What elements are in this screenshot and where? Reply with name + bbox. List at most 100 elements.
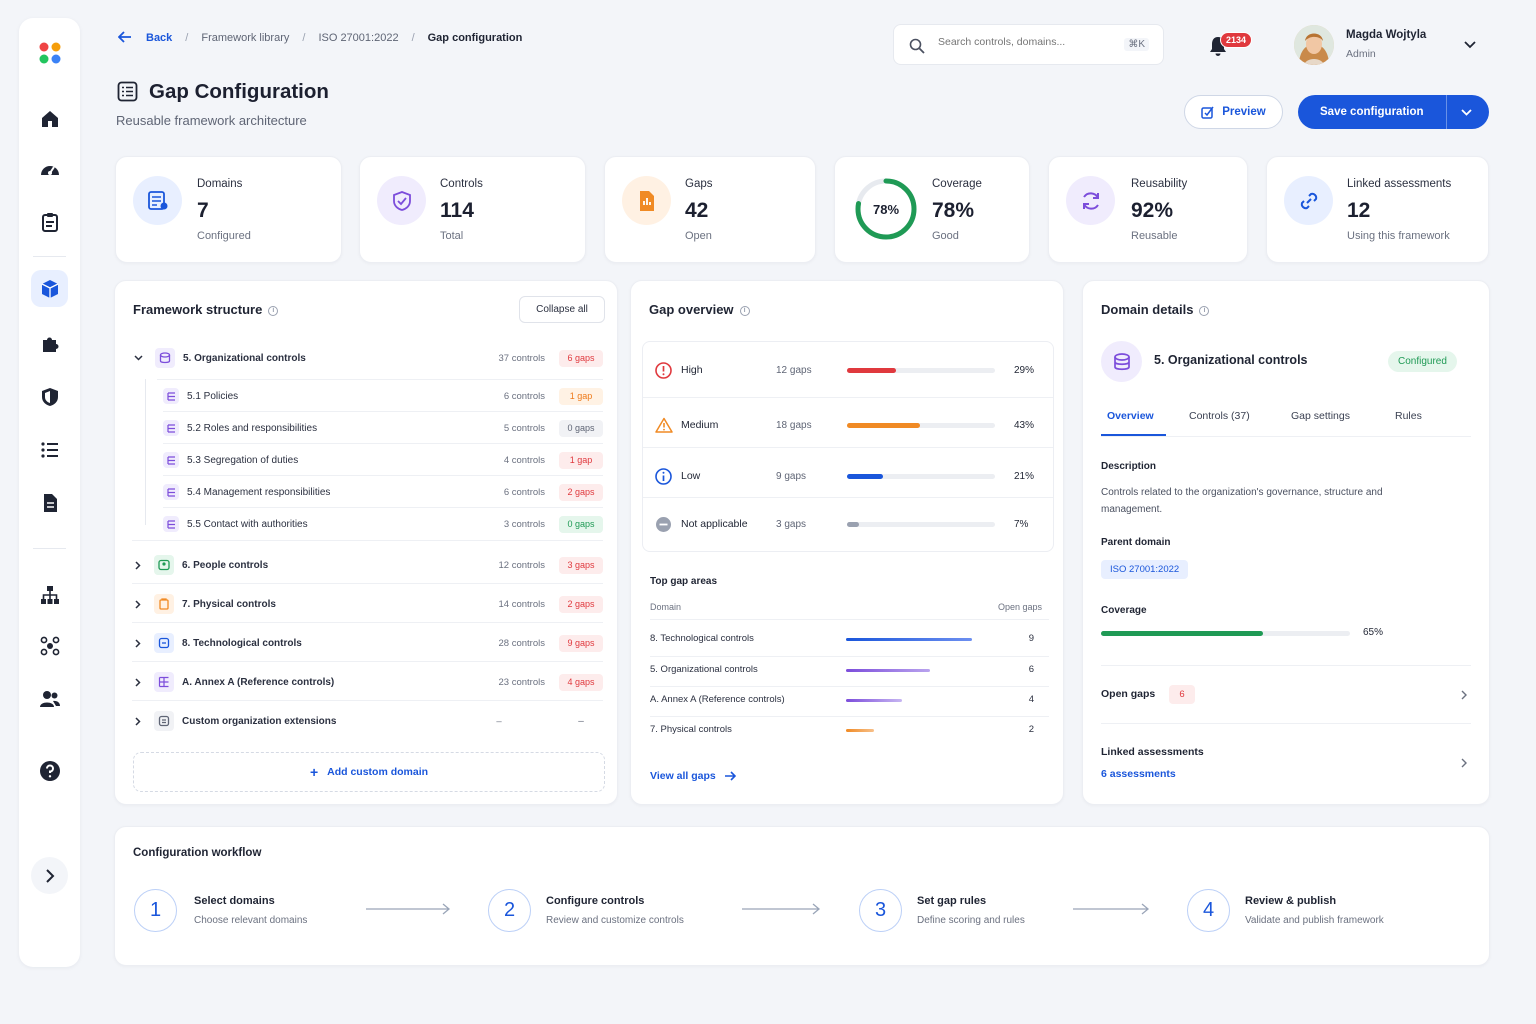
control-row[interactable]: 5.2 Roles and responsibilities 5 control… bbox=[163, 419, 603, 437]
user-menu[interactable]: Magda Wojtyla Admin bbox=[1294, 23, 1484, 65]
step-number[interactable]: 1 bbox=[134, 889, 177, 932]
stat-card-coverage[interactable]: 78% Coverage 78% Good bbox=[834, 156, 1030, 263]
network-icon[interactable] bbox=[31, 627, 68, 664]
shield-icon[interactable] bbox=[31, 378, 68, 415]
top-gap-bar bbox=[846, 729, 874, 732]
help-icon[interactable] bbox=[31, 752, 68, 789]
stat-card-gaps[interactable]: Gaps 42 Open bbox=[604, 156, 816, 263]
step-number[interactable]: 2 bbox=[488, 889, 531, 932]
stat-card-reusability[interactable]: Reusability 92% Reusable bbox=[1048, 156, 1248, 263]
chevron-down-icon[interactable] bbox=[1464, 41, 1476, 49]
list-icon[interactable] bbox=[31, 431, 68, 468]
breadcrumb-framework-library[interactable]: Framework library bbox=[201, 32, 290, 44]
preview-button[interactable]: Preview bbox=[1184, 95, 1283, 129]
control-row[interactable]: 5.5 Contact with authorities 3 controls … bbox=[163, 515, 603, 533]
severity-row-medium[interactable]: Medium 18 gaps 43% bbox=[655, 415, 1041, 435]
control-gap-badge: 1 gap bbox=[559, 387, 603, 405]
add-custom-domain-button[interactable]: + Add custom domain bbox=[133, 752, 605, 792]
control-row[interactable]: 5.3 Segregation of duties 4 controls 1 g… bbox=[163, 451, 603, 469]
domain-row-physical[interactable]: 7. Physical controls 14 controls 2 gaps bbox=[132, 593, 603, 615]
chevron-down-icon[interactable] bbox=[134, 355, 143, 361]
chevron-right-icon bbox=[1461, 690, 1467, 700]
domain-gap-badge: – bbox=[578, 715, 584, 727]
open-gaps-count: 6 bbox=[1169, 685, 1195, 704]
info-icon[interactable]: i bbox=[739, 305, 750, 316]
step-number[interactable]: 4 bbox=[1187, 889, 1230, 932]
control-row[interactable]: 5.1 Policies 6 controls 1 gap bbox=[163, 387, 603, 405]
control-count: 3 controls bbox=[503, 518, 545, 530]
save-options-chevron-icon[interactable] bbox=[1461, 108, 1472, 116]
search-box[interactable]: ⌘K bbox=[893, 24, 1164, 65]
medium-severity-warning-icon bbox=[655, 417, 673, 433]
back-arrow-icon[interactable] bbox=[117, 30, 132, 47]
step-number[interactable]: 3 bbox=[859, 889, 902, 932]
info-icon[interactable]: i bbox=[268, 305, 279, 316]
domain-row-technological[interactable]: 8. Technological controls 28 controls 9 … bbox=[132, 632, 603, 654]
domain-row-annex-a[interactable]: A. Annex A (Reference controls) 23 contr… bbox=[132, 671, 603, 693]
linked-assessments-link[interactable]: 6 assessments bbox=[1101, 768, 1176, 780]
control-row[interactable]: 5.4 Management responsibilities 6 contro… bbox=[163, 483, 603, 501]
top-gap-row[interactable]: 7. Physical controls 2 bbox=[650, 724, 1049, 740]
high-severity-icon bbox=[655, 361, 672, 379]
severity-row-low[interactable]: Low 9 gaps 21% bbox=[655, 466, 1041, 486]
tab-controls[interactable]: Controls (37) bbox=[1189, 410, 1250, 422]
top-gap-row[interactable]: 5. Organizational controls 6 bbox=[650, 664, 1049, 680]
coverage-bar bbox=[1101, 631, 1350, 636]
info-icon[interactable]: i bbox=[1199, 305, 1210, 316]
dashboard-icon[interactable] bbox=[31, 151, 68, 188]
document-icon[interactable] bbox=[31, 484, 68, 521]
search-input[interactable] bbox=[938, 36, 1108, 48]
domain-row-organizational[interactable]: 5. Organizational controls 37 controls 6… bbox=[132, 347, 603, 369]
domain-row-custom[interactable]: Custom organization extensions – – bbox=[132, 710, 603, 732]
tab-overview[interactable]: Overview bbox=[1107, 410, 1154, 422]
severity-row-not-applicable[interactable]: Not applicable 3 gaps 7% bbox=[655, 514, 1041, 534]
preview-icon bbox=[1201, 106, 1214, 119]
chevron-right-icon[interactable] bbox=[135, 677, 141, 687]
expand-sidebar-icon[interactable] bbox=[31, 857, 68, 894]
view-all-gaps-label: View all gaps bbox=[650, 770, 716, 782]
collapse-all-button[interactable]: Collapse all bbox=[519, 296, 605, 323]
severity-label: Medium bbox=[681, 419, 719, 431]
step-title: Set gap rules bbox=[917, 895, 987, 907]
hierarchy-icon[interactable] bbox=[31, 576, 68, 613]
chevron-right-icon[interactable] bbox=[135, 560, 141, 570]
tab-gap-settings[interactable]: Gap settings bbox=[1291, 410, 1350, 422]
column-open-gaps: Open gaps bbox=[997, 602, 1042, 612]
stat-card-domains[interactable]: Domains 7 Configured bbox=[115, 156, 342, 263]
avatar bbox=[1294, 25, 1334, 65]
save-configuration-button[interactable]: Save configuration bbox=[1298, 95, 1489, 129]
open-gaps-row[interactable]: Open gaps 6 bbox=[1101, 685, 1471, 705]
notifications[interactable]: 2134 bbox=[1208, 32, 1253, 60]
back-link[interactable]: Back bbox=[146, 32, 173, 44]
app-logo[interactable] bbox=[31, 34, 68, 71]
home-icon[interactable] bbox=[31, 100, 68, 137]
page-title: Gap Configuration bbox=[149, 80, 329, 103]
chevron-right-icon[interactable] bbox=[135, 716, 141, 726]
domains-icon bbox=[133, 176, 182, 225]
top-gap-row[interactable]: 8. Technological controls 9 bbox=[650, 633, 1049, 649]
severity-gaps: 3 gaps bbox=[776, 518, 807, 530]
chevron-right-icon[interactable] bbox=[135, 638, 141, 648]
parent-domain-chip[interactable]: ISO 27001:2022 bbox=[1101, 560, 1189, 579]
top-gap-row[interactable]: A. Annex A (Reference controls) 4 bbox=[650, 694, 1049, 710]
domain-detail-icon bbox=[1101, 341, 1142, 382]
view-all-gaps-link[interactable]: View all gaps bbox=[650, 770, 736, 782]
chevron-right-icon[interactable] bbox=[135, 599, 141, 609]
tab-rules[interactable]: Rules bbox=[1395, 410, 1422, 422]
plus-icon: + bbox=[309, 764, 319, 780]
puzzle-icon[interactable] bbox=[31, 325, 68, 362]
domain-row-people[interactable]: 6. People controls 12 controls 3 gaps bbox=[132, 554, 603, 576]
stat-sub: Reusable bbox=[1131, 230, 1178, 242]
breadcrumb-iso[interactable]: ISO 27001:2022 bbox=[318, 32, 399, 44]
clipboard-icon[interactable] bbox=[31, 203, 68, 240]
top-gap-bar bbox=[846, 669, 930, 672]
stat-value: 12 bbox=[1347, 199, 1371, 222]
linked-assessments-row[interactable]: Linked assessments 6 assessments bbox=[1101, 744, 1471, 784]
users-icon[interactable] bbox=[31, 680, 68, 717]
framework-cube-icon[interactable] bbox=[31, 270, 68, 307]
stat-card-linked-assessments[interactable]: Linked assessments 12 Using this framewo… bbox=[1266, 156, 1489, 263]
domain-controls-count: – bbox=[496, 715, 502, 727]
control-name: 5.3 Segregation of duties bbox=[187, 454, 299, 466]
stat-card-controls[interactable]: Controls 114 Total bbox=[359, 156, 586, 263]
severity-row-high[interactable]: High 12 gaps 29% bbox=[655, 360, 1041, 380]
